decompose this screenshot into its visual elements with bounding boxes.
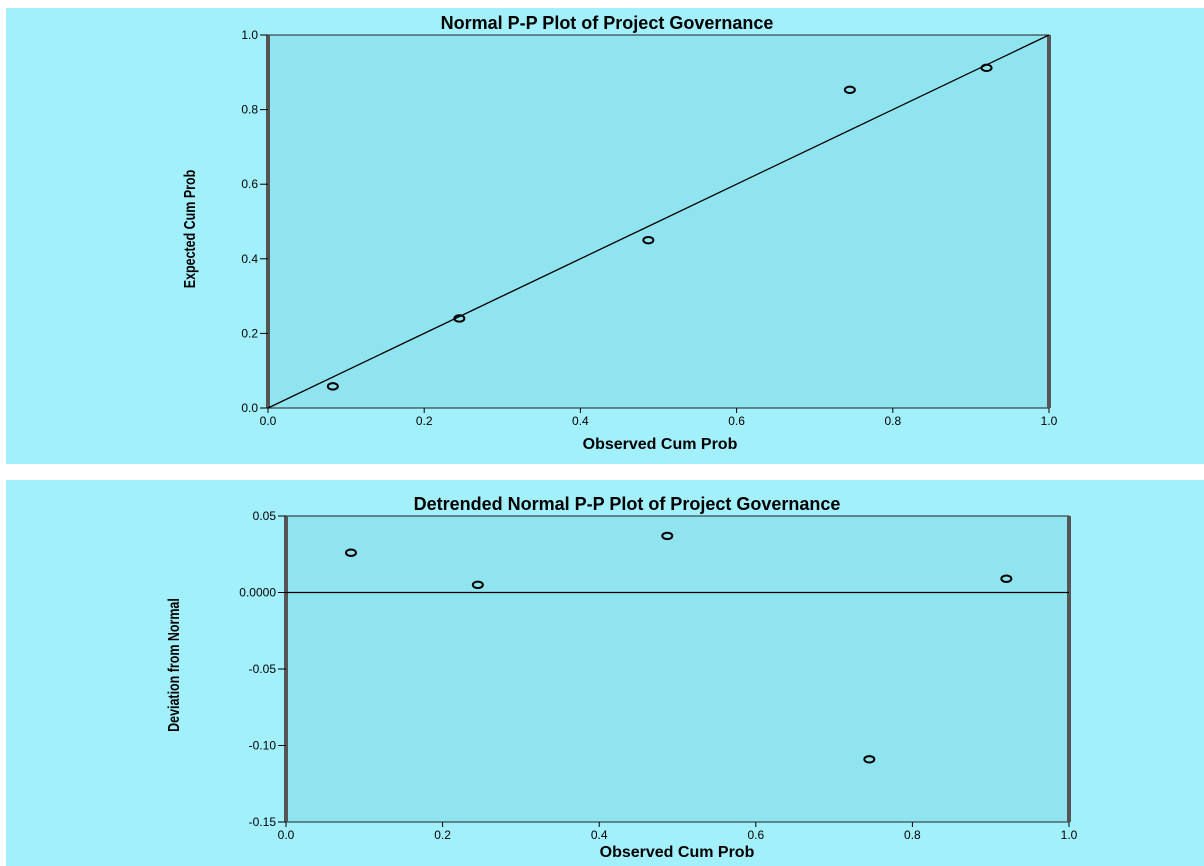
pp-plot-x-axis-label: Observed Cum Prob: [583, 436, 738, 453]
detrended-plot-y-axis-label: Deviation from Normal: [166, 598, 184, 732]
detrended-plot-y-tick-label: -0.15: [249, 815, 277, 829]
pp-plot-panel: 0.0 0.2 0.4 0.6 0.8 1.0 0.0 0.2 0.4 0.6 0.8 1.0 Norm…: [6, 8, 1204, 464]
pp-plot-x-tick-label: 0.8: [884, 414, 901, 428]
pp-plot-reference-line: [267, 34, 1050, 409]
pp-plot-y-tick-label: 0.6: [241, 177, 258, 191]
detrended-plot-x-tick-label: 0.6: [747, 828, 764, 842]
detrended-plot-x-tick-label: 0.4: [591, 828, 608, 842]
detrended-plot-right-frame: [1067, 516, 1071, 822]
detrended-plot-data-point: [344, 548, 357, 557]
pp-plot-x-tick-label: 0.2: [416, 414, 433, 428]
detrended-plot-title: Detrended Normal P-P Plot of Project Gov…: [414, 494, 841, 514]
pp-plot-x-tick-label: 0.0: [260, 414, 277, 428]
pp-plot-y-tick-label: 0.4: [241, 252, 258, 266]
pp-plot-y-tick-label: 1.0: [241, 28, 258, 42]
detrended-plot-plot-area: [285, 515, 1070, 823]
detrended-plot-x-tick-label: 1.0: [1061, 828, 1078, 842]
pp-plot-y-axis-label: Expected Cum Prob: [182, 170, 200, 289]
pp-plot-chart: 0.0 0.2 0.4 0.6 0.8 1.0 0.0 0.2 0.4 0.6 0.8 1.0 Norm…: [182, 13, 1058, 453]
pp-plot-title: Normal P-P Plot of Project Governance: [441, 13, 774, 33]
pp-plot-right-frame: [1047, 35, 1051, 408]
detrended-plot-data-point: [471, 580, 484, 590]
pp-plot-x-tick-label: 0.4: [572, 414, 589, 428]
pp-plot-data-point: [642, 235, 655, 245]
detrended-plot-x-axis-label: Observed Cum Prob: [600, 844, 755, 861]
pp-plot-y-tick-label: 0.0: [241, 401, 258, 415]
detrended-plot-panel: 0.0 0.2 0.4 0.6 0.8 1.0 -0.15 -0.10 -0.05 0.0000 0…: [6, 480, 1204, 866]
detrended-plot-y-tick-label: -0.10: [249, 739, 277, 753]
detrended-plot-y-tick-label: -0.05: [249, 662, 277, 676]
detrended-plot-chart: 0.0 0.2 0.4 0.6 0.8 1.0 -0.15 -0.10 -0.05 0.0000 0…: [166, 494, 1078, 861]
pp-plot-data-point: [326, 382, 339, 391]
detrended-plot-data-point: [863, 755, 876, 764]
pp-plot-y-tick-label: 0.8: [241, 103, 258, 117]
pp-plot-data-point: [980, 63, 993, 73]
pp-plot-left-axis: [266, 35, 270, 408]
detrended-plot-x-tick-label: 0.8: [904, 828, 921, 842]
pp-plot-data-point: [843, 85, 856, 95]
detrended-plot-x-tick-label: 0.2: [434, 828, 451, 842]
detrended-plot-data-point: [661, 531, 674, 541]
detrended-plot-x-tick-label: 0.0: [278, 828, 295, 842]
pp-plot-x-tick-label: 1.0: [1041, 414, 1058, 428]
detrended-plot-y-tick-label: 0.05: [253, 509, 277, 523]
pp-plot-data-point: [453, 314, 466, 323]
detrended-plot-data-point: [1000, 574, 1013, 583]
pp-plot-x-tick-label: 0.6: [728, 414, 745, 428]
pp-plot-y-tick-label: 0.2: [241, 326, 258, 340]
detrended-plot-y-tick-label: 0.0000: [239, 586, 276, 600]
